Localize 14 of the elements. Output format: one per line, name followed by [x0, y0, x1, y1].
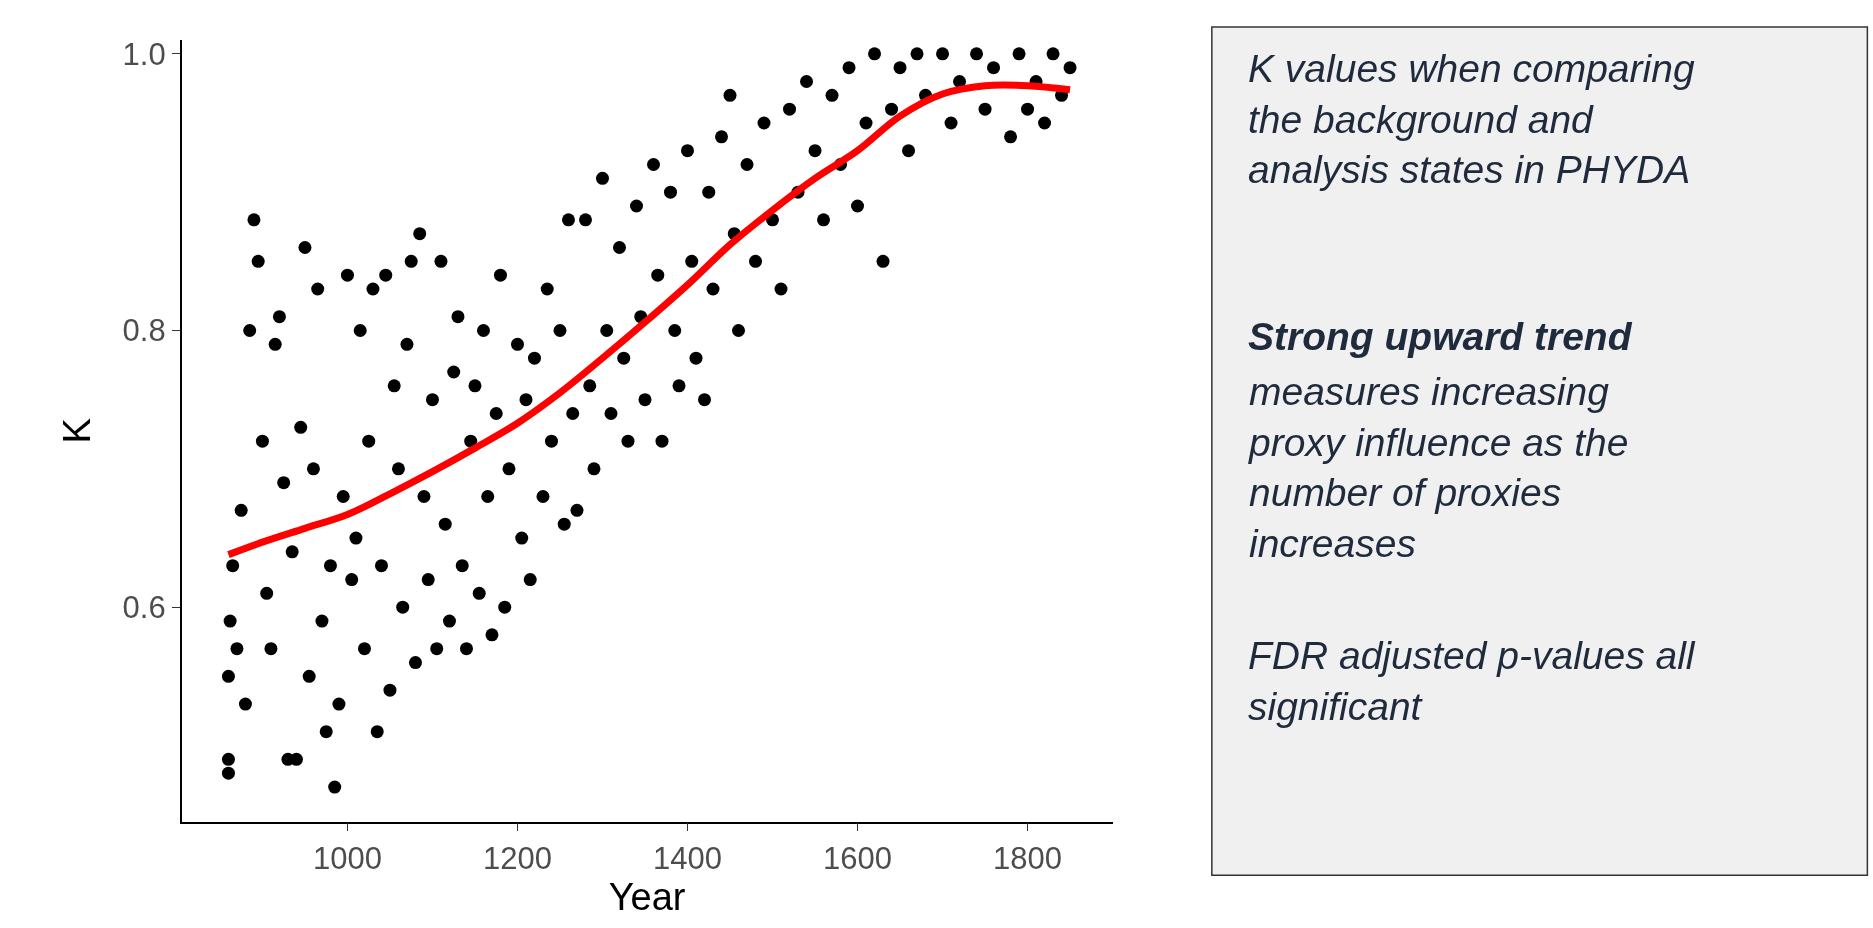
x-axis-title: Year [608, 875, 686, 918]
x-tick-label: 1400 [653, 840, 722, 876]
text: K values when comparing the background and analysis states in PHYDA [1248, 47, 1695, 192]
y-tick-label: 0.6 [122, 590, 166, 626]
x-tick-label: 1800 [993, 840, 1063, 876]
x-tick-label: 1200 [483, 840, 552, 876]
y-axis-title: K [56, 418, 99, 444]
text: Strong upward trend [1248, 315, 1633, 358]
y-tick-label: 1.0 [122, 36, 166, 72]
y-tick-label: 0.8 [122, 313, 166, 349]
x-tick-label: 1000 [312, 840, 382, 876]
x-tick-label: 1600 [823, 840, 893, 876]
text: measures increasing proxy influence as the number of proxies increases [1248, 370, 1629, 566]
text: FDR adjusted p-values all significant [1248, 634, 1696, 728]
